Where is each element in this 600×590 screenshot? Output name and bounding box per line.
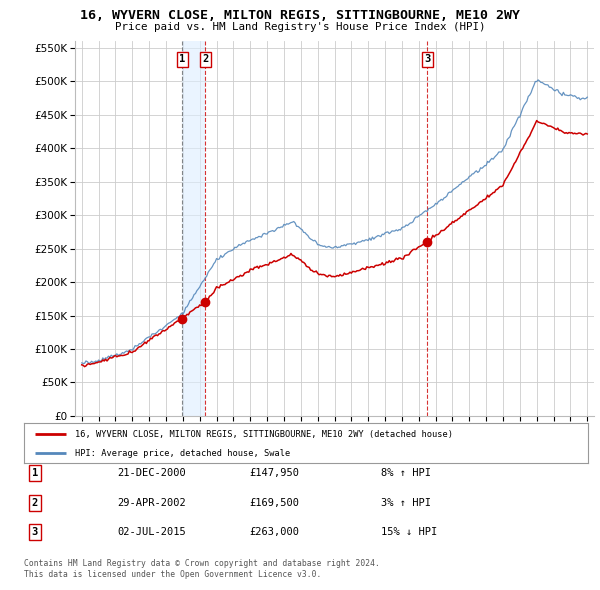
Text: 3: 3 bbox=[424, 54, 430, 64]
Text: Contains HM Land Registry data © Crown copyright and database right 2024.: Contains HM Land Registry data © Crown c… bbox=[24, 559, 380, 568]
Text: 29-APR-2002: 29-APR-2002 bbox=[117, 498, 186, 507]
Text: 1: 1 bbox=[179, 54, 185, 64]
Text: £263,000: £263,000 bbox=[249, 527, 299, 537]
Text: 21-DEC-2000: 21-DEC-2000 bbox=[117, 468, 186, 478]
Bar bbox=[182, 41, 205, 416]
Text: 3% ↑ HPI: 3% ↑ HPI bbox=[381, 498, 431, 507]
Text: 15% ↓ HPI: 15% ↓ HPI bbox=[381, 527, 437, 537]
Text: 1: 1 bbox=[32, 468, 38, 478]
Text: £169,500: £169,500 bbox=[249, 498, 299, 507]
Text: Price paid vs. HM Land Registry's House Price Index (HPI): Price paid vs. HM Land Registry's House … bbox=[115, 22, 485, 32]
Text: £147,950: £147,950 bbox=[249, 468, 299, 478]
Text: 2: 2 bbox=[32, 498, 38, 507]
Text: 02-JUL-2015: 02-JUL-2015 bbox=[117, 527, 186, 537]
Text: HPI: Average price, detached house, Swale: HPI: Average price, detached house, Swal… bbox=[75, 448, 290, 458]
Text: 16, WYVERN CLOSE, MILTON REGIS, SITTINGBOURNE, ME10 2WY: 16, WYVERN CLOSE, MILTON REGIS, SITTINGB… bbox=[80, 9, 520, 22]
Text: 3: 3 bbox=[32, 527, 38, 537]
Text: This data is licensed under the Open Government Licence v3.0.: This data is licensed under the Open Gov… bbox=[24, 571, 322, 579]
Text: 8% ↑ HPI: 8% ↑ HPI bbox=[381, 468, 431, 478]
Text: 16, WYVERN CLOSE, MILTON REGIS, SITTINGBOURNE, ME10 2WY (detached house): 16, WYVERN CLOSE, MILTON REGIS, SITTINGB… bbox=[75, 430, 453, 439]
Text: 2: 2 bbox=[202, 54, 208, 64]
